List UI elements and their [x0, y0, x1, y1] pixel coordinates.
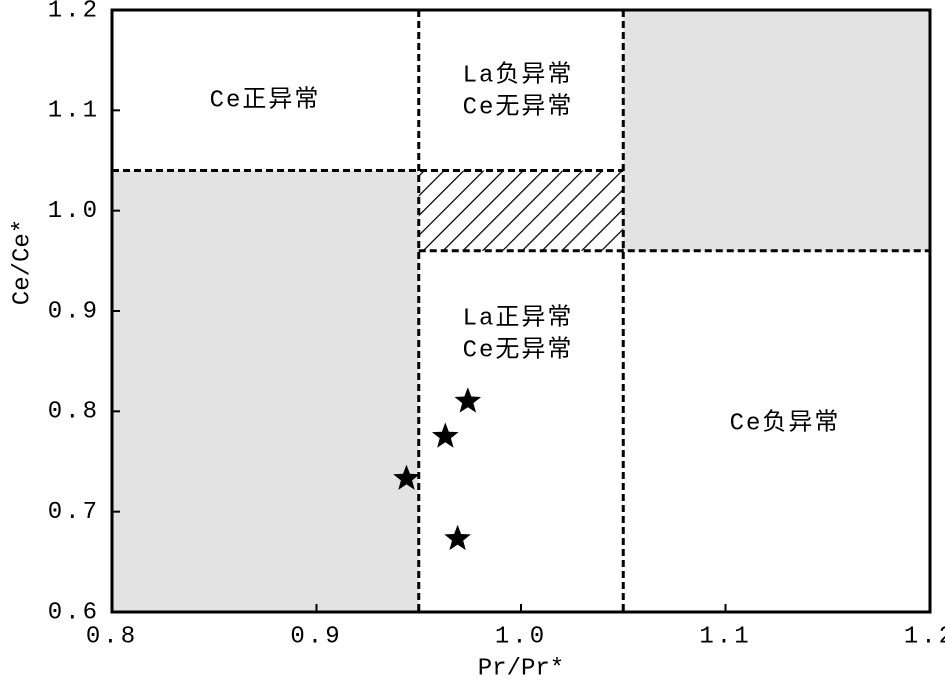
x-axis-label: Pr/Pr* [478, 655, 564, 682]
y-tick-label: 0.6 [48, 599, 100, 626]
region-label: La负异常 [463, 60, 574, 89]
region-label: Ce正异常 [210, 85, 321, 114]
region-label: Ce无异常 [463, 92, 574, 121]
regions [112, 10, 930, 613]
y-tick-label: 1.0 [48, 198, 100, 225]
x-tick-label: 0.9 [290, 623, 342, 650]
shaded-region [112, 170, 419, 613]
data-point [444, 524, 471, 551]
y-tick-label: 0.7 [48, 499, 100, 526]
region-label: Ce负异常 [730, 408, 841, 437]
y-tick-label: 1.2 [48, 0, 100, 24]
x-tick-label: 1.1 [699, 623, 751, 650]
y-tick-label: 0.8 [48, 399, 100, 426]
region-label: La正异常 [463, 303, 574, 332]
data-point [432, 422, 459, 448]
y-axis-label: Ce/Ce* [9, 219, 36, 305]
hatched-region [418, 170, 624, 251]
data-point [393, 464, 420, 490]
y-tick-label: 0.9 [48, 298, 100, 325]
x-tick-label: 0.8 [86, 623, 138, 650]
x-tick-label: 1.2 [904, 623, 945, 650]
x-tick-label: 1.0 [495, 623, 547, 650]
data-point [454, 387, 482, 413]
y-tick-label: 1.1 [48, 98, 100, 125]
region-label: Ce无异常 [463, 335, 574, 364]
shaded-region [623, 10, 930, 251]
